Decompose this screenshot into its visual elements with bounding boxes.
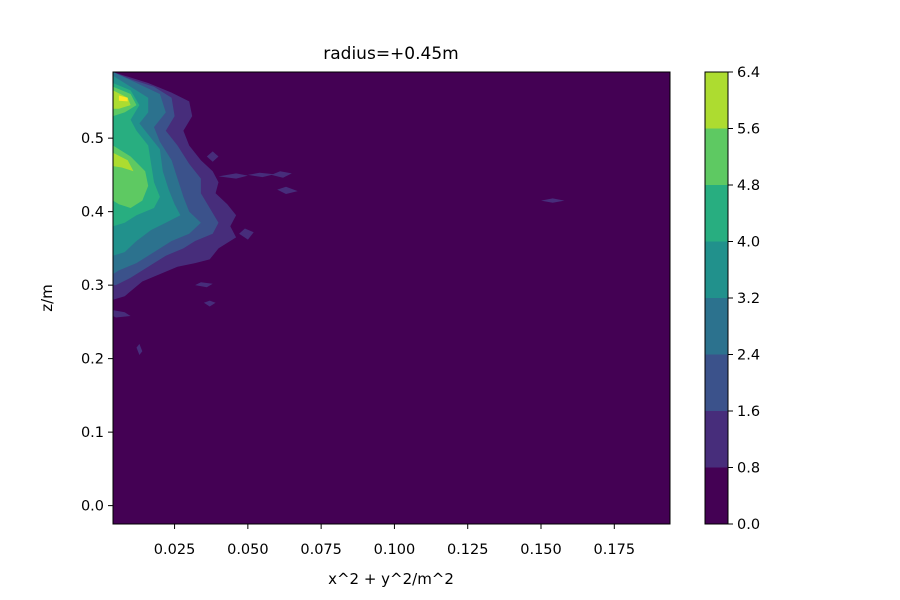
plot-area	[112, 71, 671, 525]
contour-region-level-1	[271, 171, 292, 178]
contour-region-level-1	[541, 198, 565, 203]
colorbar-tick-label: 4.0	[737, 235, 760, 251]
colorbar-tick-label: 2.4	[737, 348, 760, 364]
plot-frame	[112, 71, 671, 525]
colorbar-tick-label: 1.6	[737, 404, 760, 420]
contour-region-level-1	[247, 172, 275, 178]
colorbar-ticks: 0.0 0.8 1.6 2.4 3.2 4.0 4.8 5.6 6.4	[728, 65, 760, 533]
plot-background	[113, 72, 670, 524]
y-tick-label: 0.4	[81, 205, 104, 221]
contour-region-level-1	[195, 282, 213, 288]
contour-region-level-1	[206, 151, 219, 162]
colorbar-tick-label: 4.8	[737, 178, 760, 194]
colorbar-band	[705, 298, 728, 355]
contour-region-level-1	[218, 173, 248, 179]
colorbar-tick-label: 6.4	[737, 65, 760, 81]
chart-title: radius=+0.45m	[323, 44, 458, 64]
colorbar-band	[705, 72, 728, 129]
contour-region-level-1	[113, 310, 131, 318]
x-tick-label: 0.150	[520, 542, 562, 558]
y-tick-label: 0.2	[81, 352, 104, 368]
colorbar-tick-label: 5.6	[737, 122, 760, 138]
colorbar-band	[705, 185, 728, 242]
colorbar-band	[705, 354, 728, 411]
y-axis-ticks: 0.0 0.1 0.2 0.3 0.4 0.5	[81, 131, 113, 515]
colorbar-band	[705, 241, 728, 298]
colorbar-tick-label: 0.8	[737, 461, 760, 477]
y-tick-label: 0.1	[81, 425, 104, 441]
colorbar	[704, 71, 729, 525]
x-tick-label: 0.075	[300, 542, 342, 558]
contour-region-level-1	[239, 228, 254, 240]
contour-regions	[113, 72, 565, 355]
x-axis-label: x^2 + y^2/m^2	[328, 570, 454, 588]
y-tick-label: 0.5	[81, 131, 104, 147]
x-tick-label: 0.100	[374, 542, 416, 558]
contour-region-level-7	[113, 152, 134, 172]
y-tick-label: 0.3	[81, 278, 104, 294]
y-tick-label: 0.0	[81, 499, 104, 515]
colorbar-band	[705, 128, 728, 185]
contour-region-level-1	[203, 300, 216, 307]
colorbar-tick-label: 3.2	[737, 291, 760, 307]
colorbar-tick-label: 0.0	[737, 517, 760, 533]
contour-region-level-1	[277, 186, 298, 194]
contour-region-level-8	[118, 95, 128, 102]
y-axis-label: z/m	[38, 284, 56, 312]
colorbar-band	[705, 411, 728, 468]
x-tick-label: 0.175	[594, 542, 636, 558]
contour-region-level-1	[136, 343, 143, 355]
x-tick-label: 0.025	[154, 542, 196, 558]
x-tick-label: 0.050	[227, 542, 269, 558]
x-axis-ticks: 0.025 0.050 0.075 0.100 0.125 0.150 0.175	[154, 524, 635, 558]
colorbar-band	[705, 467, 728, 524]
x-tick-label: 0.125	[447, 542, 489, 558]
